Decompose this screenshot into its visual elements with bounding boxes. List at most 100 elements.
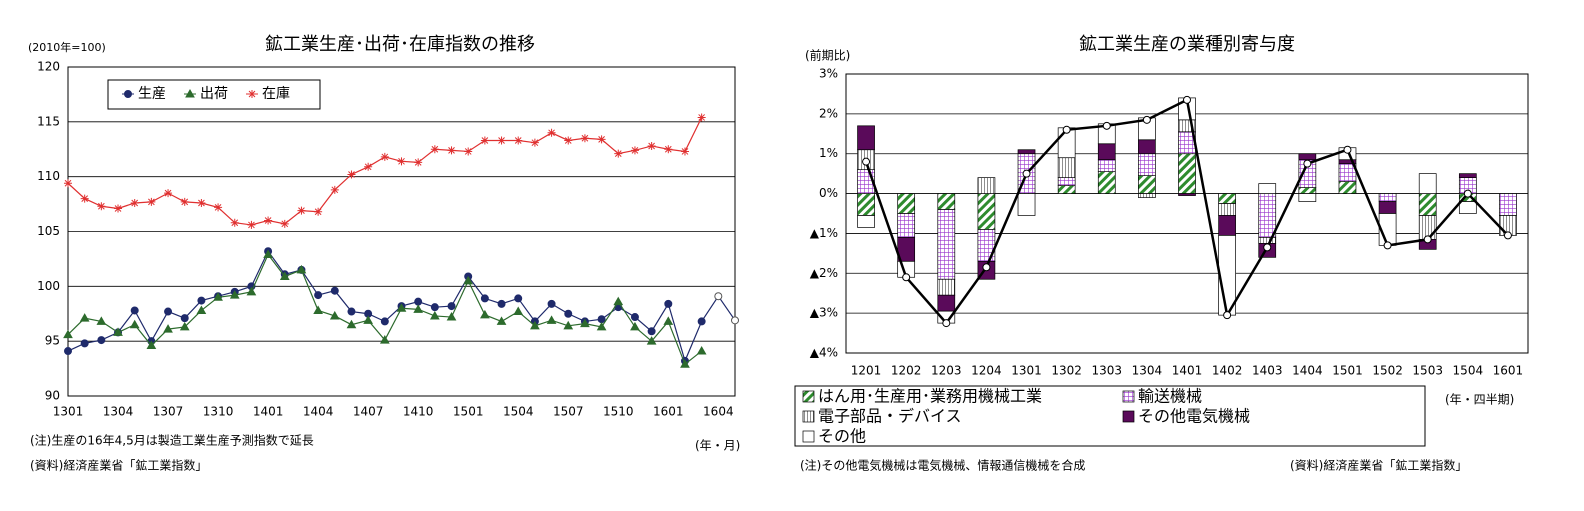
marker — [696, 346, 707, 355]
total-marker — [902, 273, 911, 282]
total-marker — [862, 157, 871, 166]
marker — [630, 146, 639, 155]
x-tick-label: 1304 — [1132, 364, 1163, 378]
y-tick-label: 2% — [819, 106, 838, 120]
bar-segment — [937, 278, 956, 296]
bar-segment — [1378, 193, 1397, 202]
legend-swatch — [802, 410, 815, 423]
marker — [564, 136, 573, 145]
note: (注)その他電気機械は電気機械、情報通信機械を合成 — [800, 458, 1085, 473]
x-tick-label: 1404 — [303, 405, 334, 419]
bar-segment — [1258, 237, 1277, 244]
legend-label: 電子部品・デバイス — [818, 407, 962, 426]
marker — [397, 157, 406, 166]
marker — [279, 271, 290, 280]
legend-swatch — [1122, 410, 1135, 423]
marker — [213, 292, 223, 301]
legend-label: その他 — [818, 427, 866, 446]
y-tick-label: ▲1% — [810, 226, 838, 240]
bar-segment — [1338, 181, 1357, 194]
marker — [547, 128, 556, 137]
marker — [697, 113, 706, 122]
marker — [97, 202, 106, 211]
marker — [731, 316, 739, 325]
total-marker — [1423, 235, 1432, 244]
bar-segment — [1458, 201, 1477, 214]
marker — [413, 304, 424, 313]
marker — [314, 291, 323, 300]
y-tick-label: 115 — [37, 114, 60, 128]
marker — [547, 299, 556, 308]
marker — [197, 296, 206, 305]
marker — [247, 220, 256, 229]
marker — [380, 152, 389, 161]
bar-segment — [857, 193, 875, 216]
bar-segment — [1017, 193, 1036, 216]
legend-label: 生産 — [138, 86, 166, 102]
marker — [164, 307, 173, 316]
marker — [697, 317, 706, 326]
marker — [64, 347, 72, 356]
marker — [180, 197, 189, 206]
marker — [613, 296, 624, 306]
marker — [347, 307, 356, 316]
x-tick-label: 1410 — [403, 405, 434, 419]
marker — [663, 316, 674, 325]
total-marker — [942, 319, 951, 328]
marker — [80, 339, 89, 348]
legend-label: 出荷 — [200, 86, 228, 102]
total-marker — [1223, 311, 1232, 320]
marker — [313, 305, 323, 314]
marker — [497, 136, 506, 145]
marker — [380, 317, 389, 326]
source: (資料)経済産業省「鉱工業指数」 — [1290, 458, 1467, 473]
total-marker — [1463, 189, 1472, 198]
marker — [147, 197, 156, 206]
marker — [129, 319, 140, 329]
legend-marker — [124, 90, 132, 98]
legend-marker — [185, 88, 195, 98]
bar-segment — [1218, 193, 1236, 204]
bar-segment — [1418, 173, 1437, 194]
marker — [513, 306, 524, 316]
total-marker — [1142, 115, 1151, 124]
bar-segment — [1057, 157, 1076, 178]
marker — [80, 194, 89, 203]
bar-segment — [937, 193, 956, 210]
legend-box — [794, 385, 1426, 447]
marker — [680, 147, 689, 156]
marker — [480, 136, 489, 145]
x-tick-label: 1501 — [453, 405, 484, 419]
marker — [246, 286, 257, 296]
marker — [346, 319, 357, 329]
bar-segment — [1017, 149, 1036, 155]
total-marker — [982, 263, 991, 272]
bar-segment — [1418, 193, 1437, 216]
marker — [530, 138, 539, 147]
marker — [664, 299, 673, 308]
total-marker — [1303, 159, 1312, 168]
marker — [163, 324, 173, 333]
chart-title: 鉱工業生産･出荷･在庫指数の推移 — [265, 34, 535, 55]
plot-frame — [845, 73, 1529, 354]
legend-label: その他電気機械 — [1138, 407, 1250, 426]
x-tick-label: 1601 — [1493, 364, 1524, 378]
y-tick-label: 100 — [37, 279, 60, 293]
marker — [297, 206, 306, 215]
marker — [664, 145, 673, 154]
marker — [496, 316, 507, 325]
x-tick-label: 1301 — [1011, 364, 1042, 378]
marker — [130, 306, 139, 315]
x-tick-label: 1504 — [503, 405, 534, 419]
marker — [596, 321, 607, 331]
x-tick-label: 1303 — [1091, 364, 1122, 378]
marker — [330, 185, 339, 194]
bar-segment — [1258, 183, 1277, 194]
x-tick-label: 1204 — [971, 364, 1002, 378]
marker — [546, 315, 557, 324]
marker — [414, 158, 423, 167]
series-line — [67, 253, 703, 366]
marker — [480, 309, 490, 319]
x-tick-label: 1302 — [1051, 364, 1082, 378]
